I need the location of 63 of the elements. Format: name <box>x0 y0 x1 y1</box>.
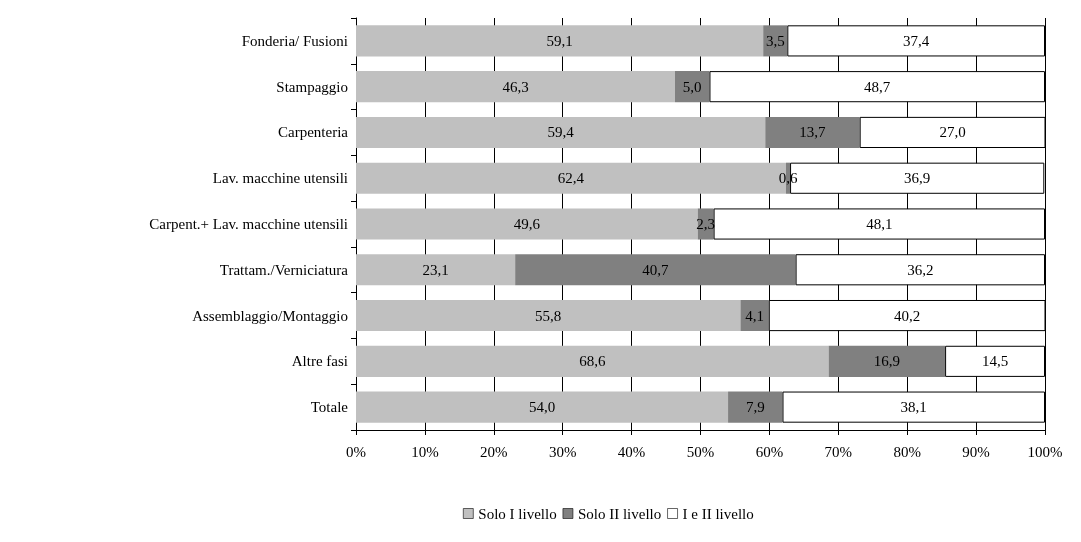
data-label: 36,2 <box>907 261 934 278</box>
data-label: 3,5 <box>765 32 785 49</box>
legend-label: Solo I livello <box>478 505 557 522</box>
data-label: 7,9 <box>745 399 765 416</box>
data-label: 27,0 <box>939 124 966 141</box>
x-tick-label: 100% <box>1027 443 1063 460</box>
data-label: 14,5 <box>981 353 1009 370</box>
bar <box>828 345 946 377</box>
bar <box>356 208 698 240</box>
data-label: 16,9 <box>873 353 900 370</box>
x-tick-label: 60% <box>755 443 784 460</box>
data-label: 62,4 <box>557 170 585 187</box>
x-tick-label: 30% <box>548 443 577 460</box>
data-label: 55,8 <box>535 307 562 324</box>
data-label: 40,2 <box>893 307 921 324</box>
data-label: 37,4 <box>903 32 930 49</box>
bar <box>728 391 783 423</box>
y-tick-label: Carpenteria <box>278 124 349 141</box>
x-tick-label: 0% <box>346 443 366 460</box>
data-label: 59,4 <box>547 124 575 141</box>
data-label: 2,3 <box>696 216 716 232</box>
data-label: 48,7 <box>864 78 891 95</box>
legend-label: Solo II livello <box>577 505 662 522</box>
data-label: 38,1 <box>900 399 927 416</box>
bar <box>765 116 860 149</box>
y-tick-label: Carpent.+ Lav. macchine utensili <box>149 216 348 232</box>
y-tick-label: Lav. macchine utensili <box>212 170 348 187</box>
bar <box>675 71 710 103</box>
y-tick-label: Stampaggio <box>276 78 348 95</box>
x-tick-label: 20% <box>480 443 508 460</box>
data-label: 48,1 <box>866 216 893 232</box>
bar <box>356 391 729 423</box>
x-tick-label: 10% <box>411 443 439 460</box>
data-label: 23,1 <box>422 261 449 278</box>
bar <box>356 299 741 332</box>
data-label: 40,7 <box>642 261 669 278</box>
y-tick-label: Trattam./Verniciatura <box>219 261 349 278</box>
data-label: 46,3 <box>502 78 529 95</box>
bar <box>740 299 769 332</box>
bar <box>356 71 676 103</box>
data-label: 59,1 <box>546 32 573 49</box>
data-label: 49,6 <box>513 216 541 232</box>
y-tick-label: Totale <box>310 399 349 416</box>
bar <box>356 254 516 286</box>
bar <box>356 116 766 149</box>
y-tick-label: Fonderia/ Fusioni <box>241 32 348 49</box>
bar <box>356 345 829 377</box>
legend-label: I e II livello <box>682 505 754 522</box>
data-label: 13,7 <box>799 124 827 141</box>
x-tick-label: 40% <box>617 443 646 460</box>
data-label: 54,0 <box>528 399 556 416</box>
bar <box>356 25 764 57</box>
x-tick-label: 50% <box>686 443 715 460</box>
x-tick-label: 90% <box>962 443 990 460</box>
bar <box>515 254 796 286</box>
data-label: 68,6 <box>579 353 606 370</box>
data-label: 4,1 <box>745 307 764 324</box>
data-label: 5,0 <box>682 78 702 95</box>
x-tick-label: 80% <box>893 443 921 460</box>
data-label: 36,9 <box>904 170 931 187</box>
x-tick-label: 70% <box>824 443 853 460</box>
y-tick-label: Altre fasi <box>291 353 348 370</box>
y-tick-label: Assemblaggio/Montaggio <box>192 307 348 324</box>
